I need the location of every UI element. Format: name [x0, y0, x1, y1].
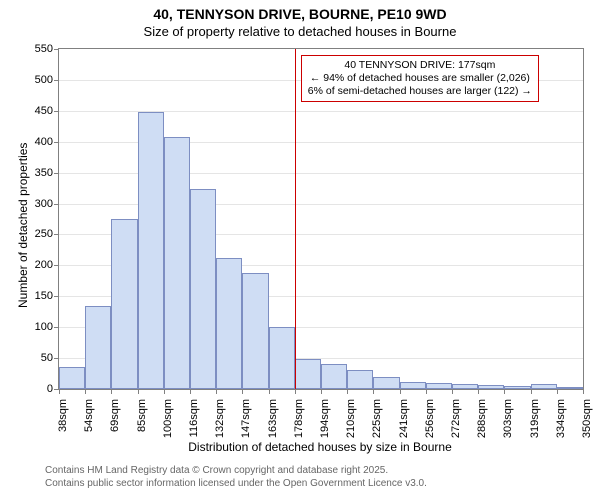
x-tick — [347, 389, 348, 394]
x-tick-label: 38sqm — [57, 399, 69, 432]
x-tick — [452, 389, 453, 394]
histogram-bar — [426, 383, 452, 389]
x-tick-label: 116sqm — [188, 399, 200, 437]
y-tick — [54, 49, 59, 50]
histogram-bar — [531, 384, 557, 389]
x-tick — [531, 389, 532, 394]
x-tick — [242, 389, 243, 394]
x-tick-label: 350sqm — [581, 399, 593, 438]
x-axis-label: Distribution of detached houses by size … — [58, 440, 582, 454]
x-tick-label: 85sqm — [136, 399, 148, 432]
x-tick — [59, 389, 60, 394]
x-tick-label: 319sqm — [529, 399, 541, 438]
x-tick-label: 288sqm — [476, 399, 488, 438]
x-tick-label: 69sqm — [109, 399, 121, 432]
histogram-bar — [138, 112, 164, 389]
y-tick-label: 500 — [35, 74, 53, 86]
chart-footer: Contains HM Land Registry data © Crown c… — [45, 464, 427, 490]
x-tick-label: 334sqm — [555, 399, 567, 438]
marker-info-line: 40 TENNYSON DRIVE: 177sqm — [308, 59, 532, 72]
y-tick-label: 250 — [35, 228, 53, 240]
x-tick-label: 147sqm — [240, 399, 252, 438]
y-tick-label: 150 — [35, 290, 53, 302]
x-tick-label: 241sqm — [398, 399, 410, 438]
chart-container: 40, TENNYSON DRIVE, BOURNE, PE10 9WD Siz… — [0, 0, 600, 500]
histogram-bar — [400, 382, 426, 389]
y-tick-label: 550 — [35, 43, 53, 55]
x-tick-label: 303sqm — [502, 399, 514, 438]
y-tick-label: 300 — [35, 198, 53, 210]
histogram-bar — [504, 386, 530, 389]
x-tick-label: 272sqm — [450, 399, 462, 438]
x-tick — [504, 389, 505, 394]
x-tick — [478, 389, 479, 394]
x-tick — [583, 389, 584, 394]
x-tick — [85, 389, 86, 394]
y-tick-label: 0 — [47, 383, 53, 395]
y-tick — [54, 296, 59, 297]
y-tick-label: 200 — [35, 259, 53, 271]
y-tick — [54, 80, 59, 81]
histogram-bar — [216, 258, 242, 389]
histogram-bar — [452, 384, 478, 389]
footer-line-1: Contains HM Land Registry data © Crown c… — [45, 464, 427, 477]
y-tick — [54, 142, 59, 143]
x-tick — [190, 389, 191, 394]
chart-title-sub: Size of property relative to detached ho… — [0, 24, 600, 39]
y-tick-label: 100 — [35, 321, 53, 333]
marker-info-line: 6% of semi-detached houses are larger (1… — [308, 85, 532, 98]
histogram-bar — [321, 364, 347, 389]
y-tick — [54, 234, 59, 235]
y-tick — [54, 204, 59, 205]
x-tick-label: 178sqm — [293, 399, 305, 438]
x-tick — [111, 389, 112, 394]
x-tick — [557, 389, 558, 394]
marker-info-box: 40 TENNYSON DRIVE: 177sqm← 94% of detach… — [301, 55, 539, 102]
marker-line — [295, 49, 296, 389]
x-tick — [138, 389, 139, 394]
x-tick — [216, 389, 217, 394]
x-tick — [321, 389, 322, 394]
x-tick-label: 256sqm — [424, 399, 436, 438]
histogram-bar — [373, 377, 399, 389]
histogram-bar — [347, 370, 373, 389]
x-tick-label: 132sqm — [214, 399, 226, 438]
x-tick-label: 100sqm — [162, 399, 174, 438]
histogram-bar — [190, 189, 216, 389]
x-tick-label: 194sqm — [319, 399, 331, 438]
histogram-bar — [242, 273, 268, 389]
histogram-bar — [557, 387, 583, 389]
y-tick — [54, 358, 59, 359]
y-tick-label: 350 — [35, 167, 53, 179]
histogram-bar — [85, 306, 111, 389]
y-tick — [54, 111, 59, 112]
marker-info-line: ← 94% of detached houses are smaller (2,… — [308, 72, 532, 85]
y-tick-label: 50 — [41, 352, 53, 364]
x-tick — [373, 389, 374, 394]
y-tick — [54, 173, 59, 174]
y-axis-label: Number of detached properties — [16, 143, 30, 308]
x-tick-label: 163sqm — [267, 399, 279, 438]
histogram-bar — [59, 367, 85, 389]
histogram-bar — [164, 137, 190, 389]
histogram-bar — [295, 359, 321, 389]
chart-title-main: 40, TENNYSON DRIVE, BOURNE, PE10 9WD — [0, 6, 600, 22]
x-tick — [295, 389, 296, 394]
y-tick-label: 400 — [35, 136, 53, 148]
x-tick — [164, 389, 165, 394]
footer-line-2: Contains public sector information licen… — [45, 477, 427, 490]
y-tick — [54, 265, 59, 266]
x-tick-label: 225sqm — [371, 399, 383, 438]
histogram-bar — [478, 385, 504, 389]
x-tick-label: 210sqm — [345, 399, 357, 438]
x-tick-label: 54sqm — [83, 399, 95, 432]
histogram-bar — [269, 327, 295, 389]
x-tick — [400, 389, 401, 394]
plot-area: 05010015020025030035040045050055038sqm54… — [58, 48, 584, 390]
x-tick — [426, 389, 427, 394]
histogram-bar — [111, 219, 137, 389]
y-tick-label: 450 — [35, 105, 53, 117]
y-tick — [54, 327, 59, 328]
x-tick — [269, 389, 270, 394]
